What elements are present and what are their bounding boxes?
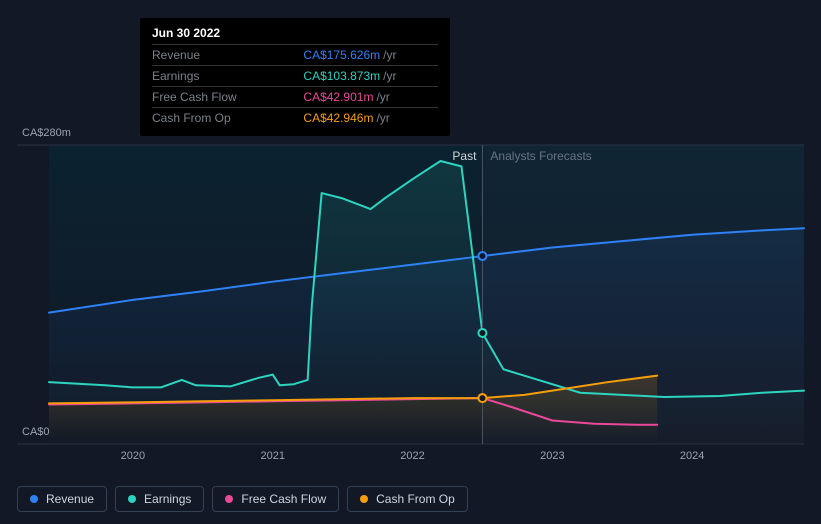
legend-swatch bbox=[360, 495, 368, 503]
legend-item-revenue[interactable]: Revenue bbox=[17, 486, 107, 512]
financial-chart: CA$280m CA$0 Past Analysts Forecasts 202… bbox=[0, 0, 821, 524]
tooltip-row-label: Earnings bbox=[152, 66, 303, 87]
legend-label: Cash From Op bbox=[376, 492, 455, 506]
tooltip-row-value: CA$175.626m/yr bbox=[303, 45, 438, 66]
tooltip-row-label: Cash From Op bbox=[152, 108, 303, 129]
tooltip-row: RevenueCA$175.626m/yr bbox=[152, 45, 438, 66]
legend-label: Earnings bbox=[144, 492, 191, 506]
past-section-label: Past bbox=[452, 149, 476, 163]
x-axis-tick: 2022 bbox=[400, 450, 424, 462]
chart-tooltip: Jun 30 2022 RevenueCA$175.626m/yrEarning… bbox=[140, 18, 450, 136]
legend-item-cfo[interactable]: Cash From Op bbox=[347, 486, 468, 512]
tooltip-row: Free Cash FlowCA$42.901m/yr bbox=[152, 87, 438, 108]
tooltip-row-value: CA$103.873m/yr bbox=[303, 66, 438, 87]
x-axis-tick: 2020 bbox=[121, 450, 145, 462]
legend-item-fcf[interactable]: Free Cash Flow bbox=[212, 486, 339, 512]
y-axis-max-label: CA$280m bbox=[22, 127, 71, 139]
x-axis-tick: 2024 bbox=[680, 450, 704, 462]
chart-legend: Revenue Earnings Free Cash Flow Cash From O… bbox=[17, 486, 468, 512]
legend-swatch bbox=[128, 495, 136, 503]
x-axis-tick: 2021 bbox=[260, 450, 284, 462]
tooltip-row-label: Free Cash Flow bbox=[152, 87, 303, 108]
x-axis-tick: 2023 bbox=[540, 450, 564, 462]
legend-item-earnings[interactable]: Earnings bbox=[115, 486, 204, 512]
y-axis-min-label: CA$0 bbox=[22, 426, 50, 438]
legend-label: Revenue bbox=[46, 492, 94, 506]
forecast-section-label: Analysts Forecasts bbox=[490, 149, 591, 163]
legend-swatch bbox=[30, 495, 38, 503]
legend-label: Free Cash Flow bbox=[241, 492, 326, 506]
tooltip-row: EarningsCA$103.873m/yr bbox=[152, 66, 438, 87]
tooltip-row-value: CA$42.901m/yr bbox=[303, 87, 438, 108]
tooltip-date: Jun 30 2022 bbox=[152, 26, 438, 40]
legend-swatch bbox=[225, 495, 233, 503]
tooltip-row-value: CA$42.946m/yr bbox=[303, 108, 438, 129]
tooltip-row: Cash From OpCA$42.946m/yr bbox=[152, 108, 438, 129]
tooltip-row-label: Revenue bbox=[152, 45, 303, 66]
